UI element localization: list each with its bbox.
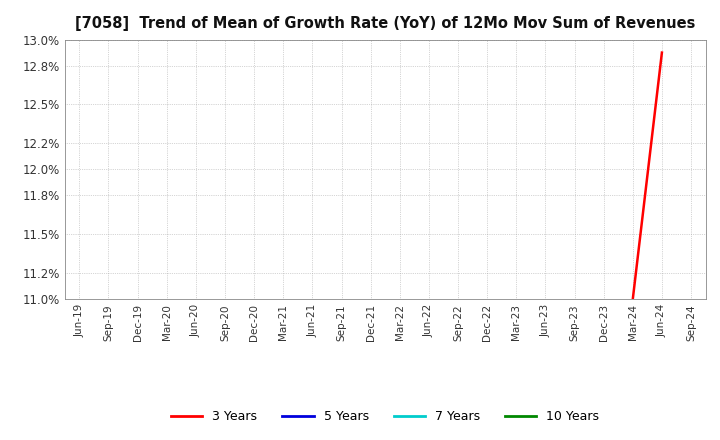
Title: [7058]  Trend of Mean of Growth Rate (YoY) of 12Mo Mov Sum of Revenues: [7058] Trend of Mean of Growth Rate (YoY… xyxy=(75,16,696,32)
Legend: 3 Years, 5 Years, 7 Years, 10 Years: 3 Years, 5 Years, 7 Years, 10 Years xyxy=(166,405,604,428)
